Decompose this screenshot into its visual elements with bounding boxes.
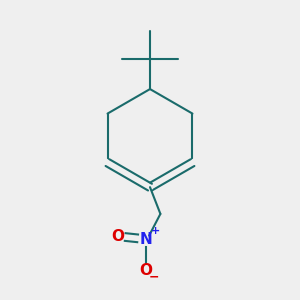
Text: O: O xyxy=(139,263,152,278)
Text: N: N xyxy=(139,232,152,247)
Text: +: + xyxy=(151,226,160,236)
Text: −: − xyxy=(148,270,159,284)
Text: O: O xyxy=(111,229,124,244)
